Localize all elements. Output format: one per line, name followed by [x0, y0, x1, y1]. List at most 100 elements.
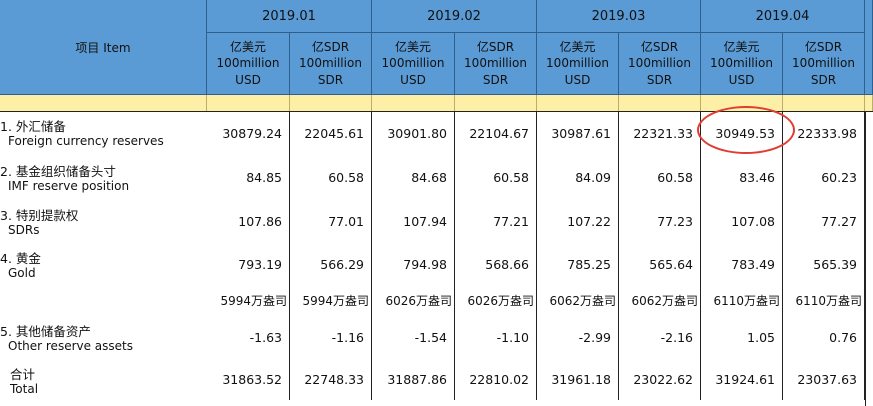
value-cell: 23022.62 [619, 359, 701, 400]
row-label-cn: 5. 其他储备资产 [0, 324, 91, 339]
header-stub [865, 0, 873, 95]
row-label: 5. 其他储备资产 Other reserve assets [0, 316, 207, 359]
value-cell: 107.08 [701, 200, 783, 243]
row-label-en: Other reserve assets [8, 339, 134, 353]
row-label-cn: 4. 黄金 [0, 251, 41, 266]
value-cell: 84.09 [537, 156, 619, 200]
row-label: 3. 特别提款权 SDRs [0, 200, 207, 243]
unit-header-usd: 亿美元 100million USD [207, 33, 290, 95]
unit-line: SDR [810, 72, 837, 87]
row-label-en: Gold [8, 266, 36, 280]
row-label-cn: 3. 特别提款权 [0, 208, 79, 223]
row-label: 2. 基金组织储备头寸 IMF reserve position [0, 156, 207, 200]
value-cell: -1.54 [372, 316, 455, 359]
value-cell: 6026万盎司 [455, 286, 537, 316]
spacer-cell [207, 95, 290, 111]
value-cell: 22321.33 [619, 111, 701, 156]
unit-header-usd: 亿美元 100million USD [701, 33, 783, 95]
unit-line: 亿SDR [804, 39, 843, 54]
month-header: 2019.01 [207, 0, 372, 33]
value-cell: 84.85 [207, 156, 290, 200]
highlight-circle [697, 106, 795, 154]
value-cell: 77.27 [783, 200, 865, 243]
spacer-cell [537, 95, 619, 111]
value-cell: 31924.61 [701, 359, 783, 400]
value-cell: 30901.80 [372, 111, 455, 156]
body-right-rule [865, 111, 866, 406]
unit-line: SDR [317, 72, 344, 87]
value-cell: 84.68 [372, 156, 455, 200]
unit-line: USD [400, 72, 426, 87]
unit-header-sdr: 亿SDR 100million SDR [455, 33, 537, 95]
value-cell: 566.29 [290, 243, 372, 286]
row-label: 合计 Total [0, 359, 207, 400]
value-cell: 60.23 [783, 156, 865, 200]
value-cell: 31863.52 [207, 359, 290, 400]
item-header: 项目 Item [0, 0, 207, 95]
spacer-cell [865, 95, 873, 111]
unit-header-sdr: 亿SDR 100million SDR [783, 33, 865, 95]
unit-line: 亿SDR [476, 39, 515, 54]
value-cell: 83.46 [701, 156, 783, 200]
value-cell: -1.10 [455, 316, 537, 359]
unit-line: 100million [299, 56, 362, 71]
value-cell: 785.25 [537, 243, 619, 286]
unit-line: USD [728, 72, 755, 87]
unit-line: USD [564, 72, 591, 87]
value-cell: 60.58 [619, 156, 701, 200]
value-cell: 31887.86 [372, 359, 455, 400]
row-label-en: Foreign currency reserves [8, 134, 164, 148]
value-cell: 77.01 [290, 200, 372, 243]
value-cell: 793.19 [207, 243, 290, 286]
row-label-cn: 2. 基金组织储备头寸 [0, 164, 116, 179]
value-cell: 6062万盎司 [619, 286, 701, 316]
row-label: 1. 外汇储备 Foreign currency reserves [0, 111, 207, 156]
spacer-cell [372, 95, 455, 111]
unit-line: 100million [381, 56, 445, 71]
unit-header-sdr: 亿SDR 100million SDR [619, 33, 701, 95]
month-header: 2019.03 [537, 0, 701, 33]
value-cell: -1.16 [290, 316, 372, 359]
value-cell: 565.64 [619, 243, 701, 286]
unit-line: SDR [646, 72, 673, 87]
row-label-en: SDRs [8, 223, 40, 237]
value-cell: 22045.61 [290, 111, 372, 156]
spacer-cell [455, 95, 537, 111]
spacer-cell [0, 95, 207, 111]
value-cell: 60.58 [290, 156, 372, 200]
spacer-cell [619, 95, 701, 111]
value-cell: 6062万盎司 [537, 286, 619, 316]
unit-line: 100million [546, 56, 609, 71]
value-cell: -2.99 [537, 316, 619, 359]
value-cell: 22333.98 [783, 111, 865, 156]
unit-line: 100million [710, 56, 773, 71]
unit-header-usd: 亿美元 100million USD [537, 33, 619, 95]
value-cell: 107.86 [207, 200, 290, 243]
row-label-en: IMF reserve position [8, 179, 130, 193]
unit-line: 100million [216, 56, 280, 71]
value-cell: 107.22 [537, 200, 619, 243]
value-cell: 23037.63 [783, 359, 865, 400]
value-cell: 6110万盎司 [783, 286, 865, 316]
unit-line: SDR [482, 72, 509, 87]
month-header: 2019.04 [701, 0, 865, 33]
value-cell: 783.49 [701, 243, 783, 286]
row-label [0, 286, 207, 316]
value-cell: 77.21 [455, 200, 537, 243]
unit-line: 100million [464, 56, 527, 71]
value-cell: 568.66 [455, 243, 537, 286]
value-cell: 0.76 [783, 316, 865, 359]
body-top-rule [0, 111, 873, 112]
unit-line: 亿美元 [394, 39, 431, 54]
value-cell: 1.05 [701, 316, 783, 359]
month-header: 2019.02 [372, 0, 537, 33]
value-cell: 107.94 [372, 200, 455, 243]
value-cell: 565.39 [783, 243, 865, 286]
value-cell: 30987.61 [537, 111, 619, 156]
value-cell: 794.98 [372, 243, 455, 286]
unit-line: 亿美元 [229, 39, 266, 54]
unit-line: 100million [628, 56, 691, 71]
value-cell: 22748.33 [290, 359, 372, 400]
unit-line: 亿美元 [723, 39, 760, 54]
